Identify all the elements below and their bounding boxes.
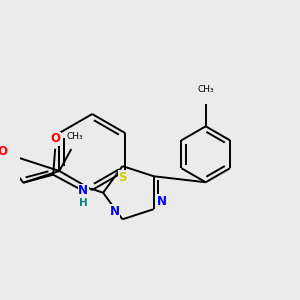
Text: O: O <box>50 132 60 145</box>
Text: O: O <box>0 146 7 158</box>
Text: S: S <box>118 171 127 184</box>
Text: N: N <box>78 184 88 197</box>
Text: H: H <box>79 198 88 208</box>
Text: N: N <box>110 205 119 218</box>
Text: CH₃: CH₃ <box>67 132 84 141</box>
Text: CH₃: CH₃ <box>197 85 214 94</box>
Text: N: N <box>157 195 167 208</box>
